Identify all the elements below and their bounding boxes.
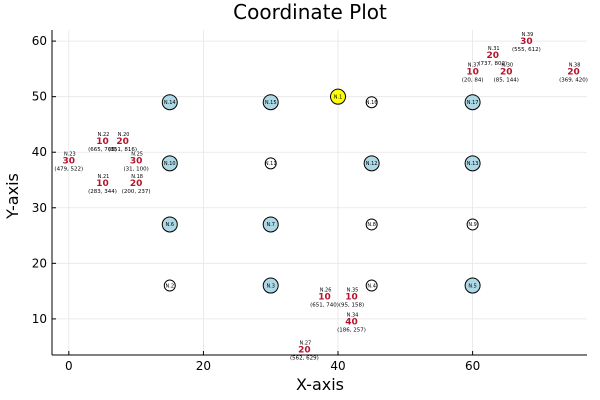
marker-coords: (186, 257) bbox=[337, 328, 366, 334]
marker-label: N.38 bbox=[569, 63, 581, 69]
x-tick-label: 60 bbox=[465, 359, 480, 373]
node-circle bbox=[365, 96, 378, 109]
node-label: N.7 bbox=[266, 222, 275, 228]
marker-coords: (555, 612) bbox=[512, 47, 541, 53]
x-axis-label: X-axis bbox=[296, 375, 344, 394]
node-label: N.17 bbox=[467, 100, 479, 106]
marker-label: N.30 bbox=[501, 63, 513, 69]
node-label: N.15 bbox=[265, 100, 277, 106]
marker-value: 10 bbox=[345, 293, 358, 303]
marker-label: N.37 bbox=[468, 63, 480, 69]
marker-coords: (651, 740) bbox=[310, 303, 339, 309]
marker-coords: (20, 84) bbox=[462, 78, 484, 84]
marker-value: 10 bbox=[96, 179, 109, 189]
y-tick-label: 20 bbox=[32, 256, 47, 270]
x-tick-label: 20 bbox=[196, 359, 211, 373]
marker-coords: (85, 144) bbox=[494, 78, 519, 84]
marker-value: 10 bbox=[96, 137, 109, 147]
y-tick-label: 60 bbox=[32, 34, 47, 48]
x-tick-label: 0 bbox=[65, 359, 73, 373]
node-label: N.11 bbox=[265, 161, 277, 167]
marker-value: 20 bbox=[487, 51, 500, 61]
node-circle bbox=[466, 218, 479, 231]
y-tick-label: 40 bbox=[32, 145, 47, 159]
marker-label: N.35 bbox=[347, 288, 359, 294]
node-circle bbox=[161, 94, 178, 111]
marker-label: N.23 bbox=[64, 152, 76, 158]
marker-label: N.39 bbox=[522, 32, 534, 38]
node-label: N.2 bbox=[166, 283, 175, 289]
node-circle bbox=[163, 279, 176, 292]
node-label: N.5 bbox=[468, 283, 477, 289]
node-circle bbox=[363, 155, 380, 172]
marker-value: 30 bbox=[63, 157, 76, 167]
marker-value: 20 bbox=[567, 68, 580, 78]
node-circle bbox=[464, 155, 481, 172]
axes bbox=[51, 30, 587, 356]
marker-value: 20 bbox=[500, 68, 513, 78]
marker-label: N.26 bbox=[320, 288, 332, 294]
node-label: N.9 bbox=[468, 222, 477, 228]
y-tick-label: 10 bbox=[32, 312, 47, 326]
node-circle bbox=[262, 277, 279, 294]
marker-value: 20 bbox=[116, 137, 129, 147]
marker-label: N.22 bbox=[98, 132, 110, 138]
marker-value: 30 bbox=[520, 37, 533, 47]
marker-value: 20 bbox=[130, 179, 143, 189]
node-circle bbox=[262, 94, 279, 111]
node-circle bbox=[161, 155, 178, 172]
marker-label: N.20 bbox=[118, 132, 130, 138]
node-label: N.13 bbox=[467, 161, 479, 167]
y-tick-label: 50 bbox=[32, 90, 47, 104]
marker-coords: (95, 158) bbox=[339, 303, 364, 309]
marker-value: 10 bbox=[466, 68, 479, 78]
node-circle bbox=[365, 218, 378, 231]
node-label: N.14 bbox=[164, 100, 176, 106]
marker-coords: (369, 420) bbox=[559, 78, 588, 84]
grid-lines bbox=[52, 30, 587, 355]
node-circle bbox=[464, 94, 481, 111]
y-tick-label: 30 bbox=[32, 201, 47, 215]
marker-coords: (31, 100) bbox=[123, 167, 148, 173]
marker-label: N.34 bbox=[347, 313, 359, 319]
marker-coords: (479, 522) bbox=[54, 167, 83, 173]
marker-value: 10 bbox=[318, 293, 331, 303]
node-circle bbox=[330, 88, 347, 105]
node-circle bbox=[264, 157, 277, 170]
node-label: N.1 bbox=[334, 94, 343, 100]
node-label: N.6 bbox=[166, 222, 175, 228]
marker-coords: (200, 237) bbox=[122, 189, 151, 195]
node-label: N.12 bbox=[366, 161, 378, 167]
node-label: N.4 bbox=[367, 283, 376, 289]
y-axis-label: Y-axis bbox=[3, 173, 22, 220]
marker-coords: (665, 706) bbox=[88, 147, 117, 153]
node-label: N.3 bbox=[266, 283, 275, 289]
marker-label: N.18 bbox=[131, 174, 143, 180]
nodes: N.1 N.2 N.3 N.4 N.5 N.6 N.7 N.8 N.9 N.10 N.11 N.12 N… bbox=[161, 88, 481, 294]
marker-label: N.31 bbox=[488, 46, 500, 52]
marker-coords: (562, 629) bbox=[290, 355, 319, 361]
node-circle bbox=[161, 216, 178, 233]
x-tick-label: 40 bbox=[330, 359, 345, 373]
marker-coords: (351, 816) bbox=[108, 147, 137, 153]
node-label: N.10 bbox=[164, 161, 176, 167]
marker-coords: (737, 802) bbox=[478, 61, 507, 67]
marker-value: 30 bbox=[130, 157, 143, 167]
marker-label: N.27 bbox=[300, 340, 312, 346]
node-circle bbox=[464, 277, 481, 294]
marker-label: N.21 bbox=[98, 174, 110, 180]
node-circle bbox=[365, 279, 378, 292]
node-label: N.16 bbox=[366, 100, 378, 106]
marker-label: N.25 bbox=[131, 152, 143, 158]
marker-coords: (283, 344) bbox=[88, 189, 117, 195]
marker-value: 20 bbox=[298, 345, 311, 355]
node-label: N.8 bbox=[367, 222, 376, 228]
node-circle bbox=[262, 216, 279, 233]
marker-value: 40 bbox=[345, 318, 358, 328]
chart-title: Coordinate Plot bbox=[233, 0, 387, 24]
